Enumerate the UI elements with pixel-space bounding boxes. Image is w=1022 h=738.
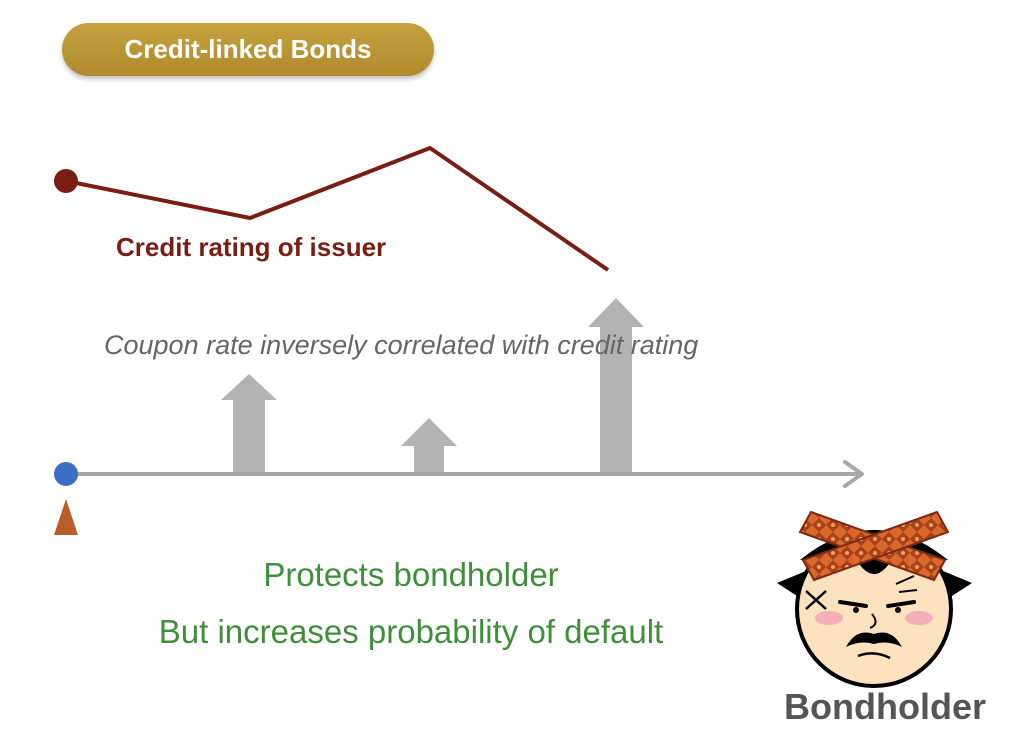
arrow-right-icon (843, 460, 864, 488)
page-title: Credit-linked Bonds (124, 34, 372, 64)
coupon-caption: Coupon rate inversely correlated with cr… (104, 330, 699, 360)
default-probability-text: But increases probability of default (158, 613, 664, 650)
title-badge: Credit-linked Bonds (62, 23, 434, 76)
protects-bondholder-text: Protects bondholder (263, 556, 559, 593)
angry-man-headband-icon (777, 510, 972, 688)
triangle-marker-icon (54, 499, 78, 535)
circle-dot-icon (54, 462, 78, 486)
credit-rating-line (65, 146, 610, 272)
coupon-arrow-2 (401, 418, 457, 474)
rating-start-dot-icon (54, 169, 78, 193)
bondholder-label: Bondholder (784, 686, 986, 727)
coupon-arrow-1 (221, 374, 277, 474)
coupon-arrow-3 (588, 298, 644, 474)
credit-rating-label: Credit rating of issuer (116, 232, 387, 262)
